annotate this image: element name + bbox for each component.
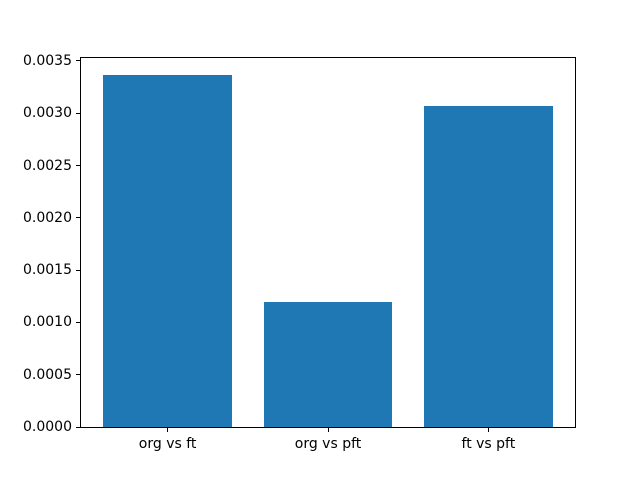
y-tick-label: 0.0015 bbox=[23, 262, 72, 279]
x-tick-mark bbox=[167, 428, 169, 432]
x-tick-mark bbox=[487, 428, 489, 432]
y-tick-mark bbox=[76, 321, 80, 323]
y-tick-label: 0.0010 bbox=[23, 314, 72, 331]
y-tick-mark bbox=[76, 217, 80, 219]
x-tick-label: org vs ft bbox=[138, 436, 197, 452]
x-tick-label: ft vs pft bbox=[461, 436, 516, 452]
y-tick-label: 0.0000 bbox=[23, 419, 72, 435]
y-tick-mark bbox=[76, 112, 80, 114]
y-tick-label: 0.0035 bbox=[23, 52, 72, 69]
y-tick-label: 0.0030 bbox=[23, 105, 72, 122]
y-tick-label: 0.0020 bbox=[23, 209, 72, 226]
y-tick-mark bbox=[76, 269, 80, 271]
y-tick-mark bbox=[76, 60, 80, 62]
x-tick-mark bbox=[327, 428, 329, 432]
bar-org-vs-ft bbox=[103, 74, 232, 427]
y-tick-mark bbox=[76, 426, 80, 428]
y-tick-mark bbox=[76, 374, 80, 376]
bar-org-vs-pft bbox=[263, 301, 393, 427]
plot-area: org vs ft org vs pft ft vs pft 0.0000 0.0005… bbox=[23, 54, 576, 451]
y-tick-label: 0.0025 bbox=[23, 157, 72, 174]
y-tick-label: 0.0005 bbox=[23, 366, 72, 383]
bar-ft-vs-pft bbox=[424, 105, 553, 427]
y-tick-mark bbox=[76, 165, 80, 167]
x-tick-label: org vs pft bbox=[294, 436, 362, 452]
